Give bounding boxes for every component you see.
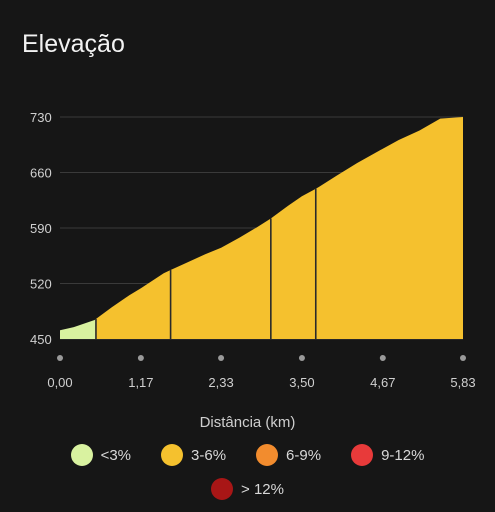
legend-item: <3% bbox=[70, 444, 132, 466]
legend-item: 9-12% bbox=[351, 444, 424, 466]
legend-swatch bbox=[256, 444, 279, 466]
legend-item: 3-6% bbox=[161, 444, 226, 466]
legend-swatch bbox=[211, 478, 234, 500]
elevation-area bbox=[60, 117, 463, 339]
y-axis-ticks: 450 520 590 660 730 bbox=[30, 110, 52, 347]
y-tick-label: 450 bbox=[30, 332, 52, 347]
area-segment-1 bbox=[95, 270, 171, 339]
chart-title: Elevação bbox=[22, 30, 125, 58]
y-tick-label: 730 bbox=[30, 110, 52, 125]
legend-label: 3-6% bbox=[191, 446, 227, 464]
legend: <3% 3-6% 6-9% 9-12% > 12% bbox=[0, 444, 495, 500]
segment-dividers bbox=[95, 188, 317, 339]
x-axis-ticks: 0,00 1,17 2,33 3,50 4,67 5,83 bbox=[47, 355, 476, 390]
area-segment-4 bbox=[315, 117, 463, 339]
x-tick-label: 1,17 bbox=[128, 375, 153, 390]
legend-label: > 12% bbox=[241, 480, 284, 498]
x-tick-label: 2,33 bbox=[208, 375, 233, 390]
elevation-chart: 450 520 590 660 730 0,00 1,17 2,33 3,50 4,67 5,83 bbox=[30, 110, 476, 390]
x-tick-label: 4,67 bbox=[370, 375, 395, 390]
x-tick-label: 5,83 bbox=[450, 375, 475, 390]
area-segment-2 bbox=[170, 218, 271, 339]
legend-swatch bbox=[161, 444, 184, 466]
area-segment-0 bbox=[60, 319, 96, 339]
x-tick-dot bbox=[298, 355, 305, 361]
legend-item: 6-9% bbox=[256, 444, 321, 466]
legend-label: <3% bbox=[100, 446, 132, 464]
legend-item: > 12% bbox=[211, 478, 284, 500]
legend-label: 9-12% bbox=[381, 446, 425, 464]
legend-label: 6-9% bbox=[286, 446, 322, 464]
x-tick-dot bbox=[57, 355, 63, 361]
x-tick-dot bbox=[137, 355, 144, 361]
y-tick-label: 520 bbox=[30, 277, 52, 292]
x-tick-dot bbox=[218, 355, 225, 361]
x-tick-label: 0,00 bbox=[47, 375, 72, 390]
x-axis-label: Distância (km) bbox=[199, 414, 296, 431]
y-tick-label: 590 bbox=[30, 221, 52, 236]
y-tick-label: 660 bbox=[30, 166, 52, 181]
area-segment-3 bbox=[270, 188, 316, 339]
x-tick-dot bbox=[379, 355, 386, 361]
legend-swatch bbox=[351, 444, 374, 466]
x-tick-dot bbox=[460, 355, 466, 361]
x-tick-label: 3,50 bbox=[289, 375, 314, 390]
legend-swatch bbox=[70, 444, 93, 466]
